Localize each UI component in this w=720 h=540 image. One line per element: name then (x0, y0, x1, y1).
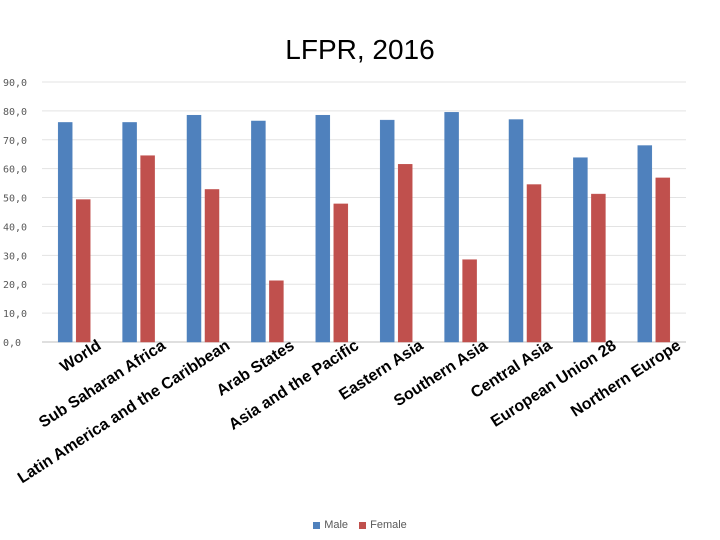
bar-female-2 (204, 189, 220, 343)
legend-label-male: Male (324, 519, 349, 531)
bar-female-7 (526, 184, 542, 343)
legend: Male Female (0, 519, 720, 531)
bar-male-1 (122, 122, 137, 343)
y-tick-label: 50,0 (3, 194, 27, 205)
y-tick-label: 20,0 (3, 280, 27, 291)
bar-female-0 (75, 199, 91, 343)
legend-item-male: Male (313, 519, 348, 531)
bar-female-6 (462, 259, 477, 343)
bar-male-8 (573, 157, 588, 343)
bar-female-9 (655, 177, 671, 343)
y-tick-label: 80,0 (3, 107, 27, 118)
y-tick-label: 30,0 (3, 251, 27, 262)
bar-male-9 (637, 145, 653, 343)
y-tick-label: 40,0 (3, 222, 27, 233)
y-tick-label: 70,0 (3, 136, 27, 147)
bar-female-5 (397, 164, 413, 343)
bar-male-3 (251, 120, 266, 343)
legend-item-female: Female (359, 519, 407, 531)
bar-male-2 (186, 114, 202, 343)
chart-title: LFPR, 2016 (285, 34, 435, 65)
bar-male-4 (315, 114, 331, 343)
bar-male-5 (379, 119, 395, 343)
legend-swatch-male (313, 521, 321, 529)
x-tick-label: Northern Europe (568, 337, 684, 421)
bar-female-3 (269, 280, 284, 343)
legend-swatch-female (359, 521, 367, 529)
bar-male-0 (57, 122, 73, 343)
legend-label-female: Female (370, 519, 407, 531)
bar-male-6 (444, 112, 459, 343)
bar-female-4 (333, 203, 349, 343)
y-tick-label: 0,0 (3, 338, 21, 349)
bar-female-8 (591, 193, 606, 343)
bar-male-7 (508, 119, 524, 343)
y-tick-label: 90,0 (3, 78, 27, 89)
y-tick-label: 60,0 (3, 165, 27, 176)
x-tick-label: World (57, 337, 104, 376)
y-tick-label: 10,0 (3, 309, 27, 320)
bar-female-1 (140, 155, 155, 343)
